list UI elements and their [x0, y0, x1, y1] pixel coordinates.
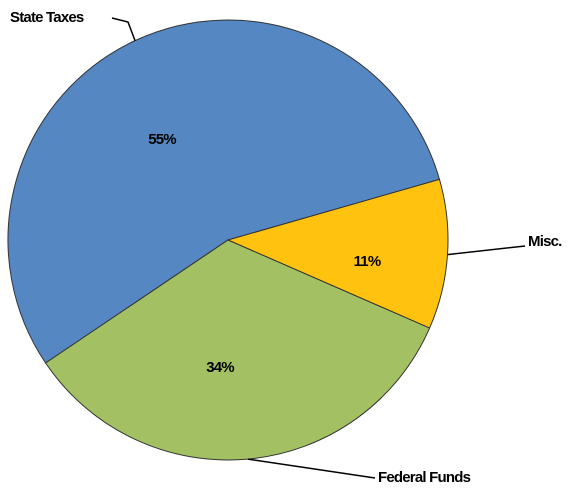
slice-label: State Taxes	[10, 9, 84, 26]
leader-line	[247, 458, 376, 479]
value-label: 55%	[148, 131, 176, 148]
pie-slice	[44, 239, 431, 461]
slice-label: Misc.	[528, 233, 562, 250]
pie-slice	[226, 178, 449, 329]
leader-line	[447, 245, 526, 256]
value-label: 34%	[206, 359, 234, 376]
pie-slice	[7, 19, 441, 364]
slice-label: Federal Funds	[378, 469, 471, 486]
leader-line	[111, 17, 136, 41]
value-label: 11%	[354, 253, 381, 270]
